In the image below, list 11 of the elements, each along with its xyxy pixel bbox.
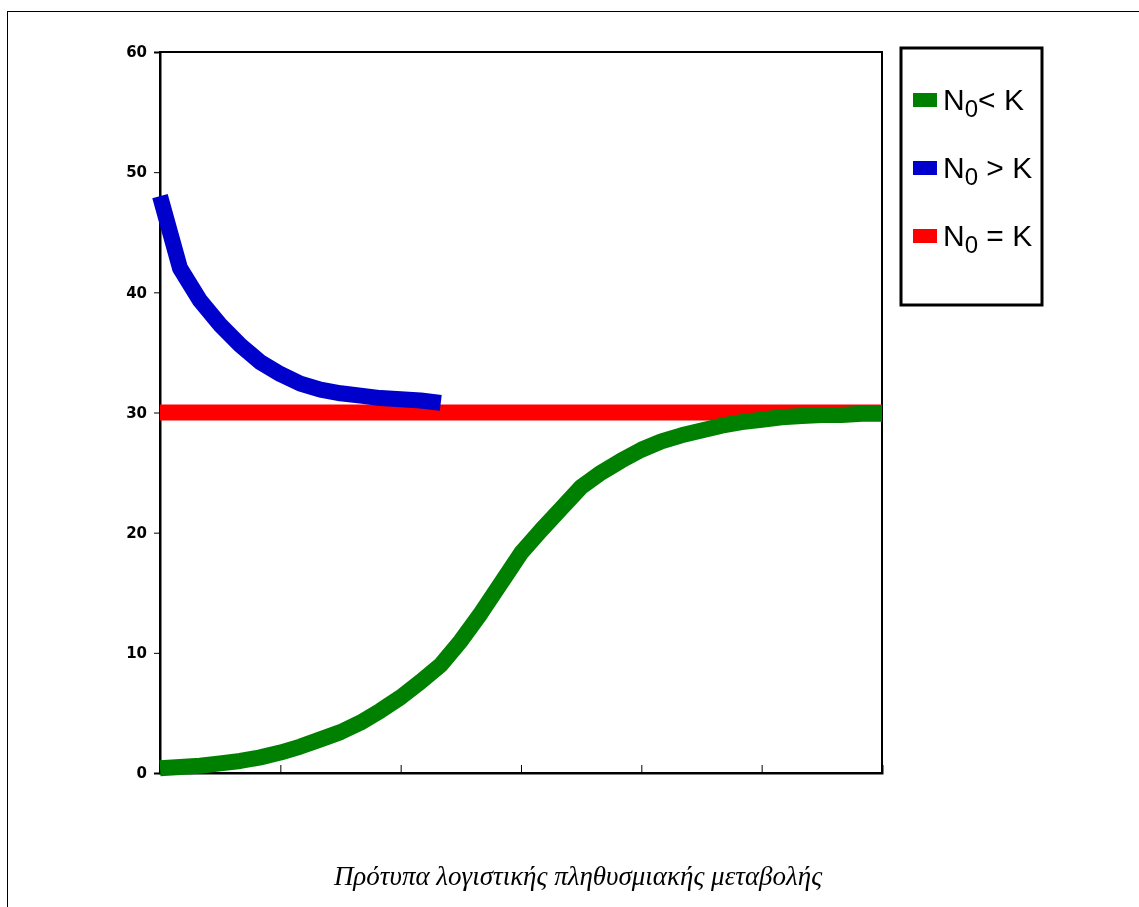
y-tick-label: 10: [126, 644, 147, 663]
y-tick-label: 20: [126, 523, 147, 542]
y-tick-label: 60: [126, 43, 147, 62]
y-tick-label: 50: [126, 163, 147, 182]
y-tick-label: 30: [126, 403, 147, 422]
legend-label: N$_{0}$ = K: [943, 219, 1033, 259]
text: Πρότυπα λογιστικής πληθυσμιακής μεταβολής: [332, 861, 824, 891]
y-tick-label: 40: [126, 283, 147, 302]
y-tick-label: 0: [136, 764, 147, 783]
legend-label: N$_{0}$ > K: [943, 151, 1033, 191]
legend-label: N$_{0}$< K: [943, 83, 1024, 123]
